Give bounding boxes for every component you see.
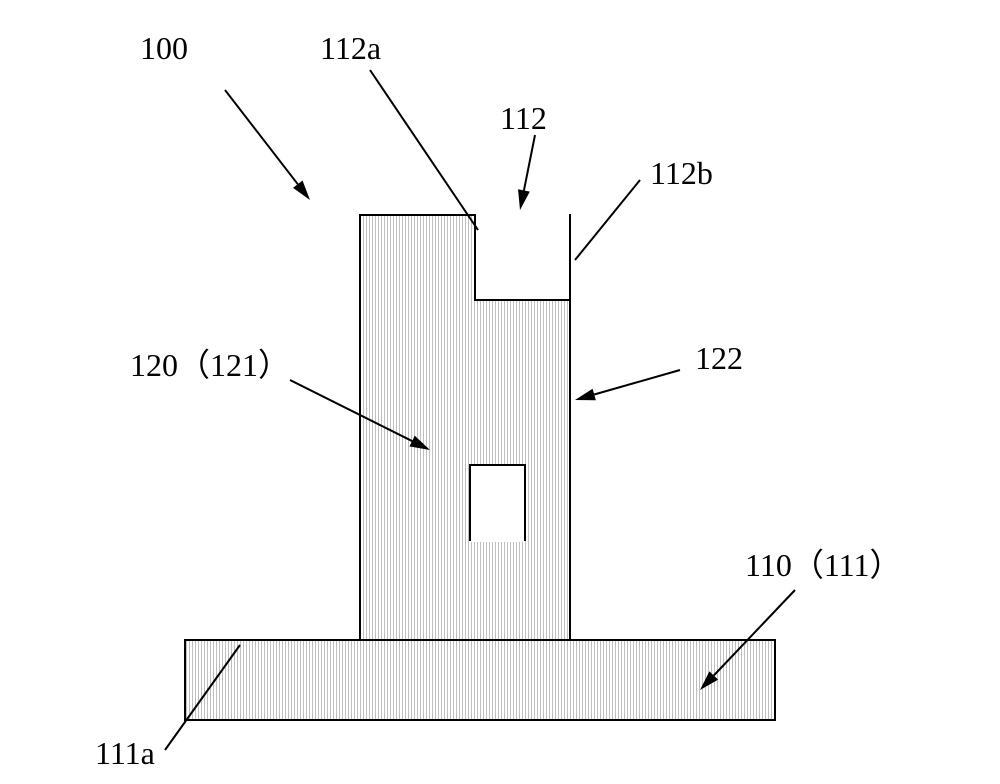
label-l112a: 112a — [320, 30, 381, 67]
label-l112b: 112b — [650, 155, 713, 192]
label-l112: 112 — [500, 100, 547, 137]
bottom-lug-rect — [470, 465, 525, 540]
label-l120: 120（121） — [130, 340, 290, 386]
label-l100: 100 — [140, 30, 188, 67]
leader-l112 — [518, 135, 535, 210]
label-l110: 110（111） — [745, 540, 901, 586]
label-l111a: 111a — [95, 735, 155, 772]
leader-l112a — [370, 70, 478, 230]
top-notch-rect — [475, 215, 570, 300]
label-l122: 122 — [695, 340, 743, 377]
leader-l100 — [225, 90, 310, 200]
structure-body — [185, 215, 775, 720]
leader-l122 — [575, 370, 680, 400]
leader-l112b — [575, 180, 640, 260]
